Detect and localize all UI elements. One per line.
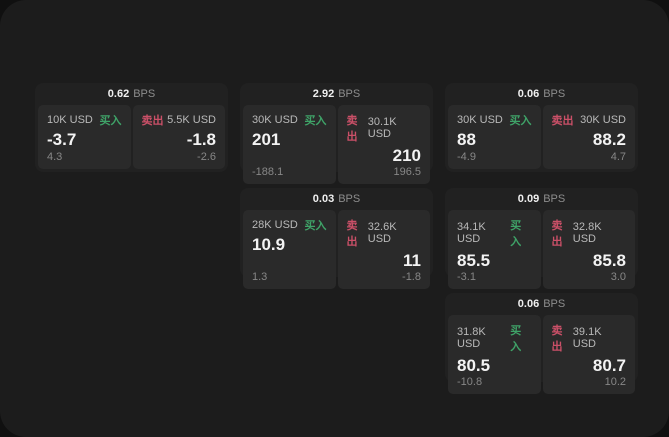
buy-size: 10K USD xyxy=(47,114,93,126)
bps-value: 2.92 xyxy=(312,88,335,100)
sell-delta: -2.6 xyxy=(197,151,216,163)
buy-quote-tile[interactable]: 31.8K USD 买入 80.5 -10.8 xyxy=(448,315,541,394)
card-header: 0.09 BPS xyxy=(445,188,638,210)
buy-delta: -10.8 xyxy=(457,375,483,388)
bps-unit-label: BPS xyxy=(338,193,361,205)
bps-card: 0.09 BPS 34.1K USD 买入 85.5 -3.1 卖出 32.8K… xyxy=(445,188,638,289)
buy-delta: -188.1 xyxy=(252,165,284,178)
bps-value: 0.03 xyxy=(312,193,335,205)
sell-price: 85.8 xyxy=(592,251,626,270)
sell-delta: 3.0 xyxy=(610,270,626,283)
sell-quote-tile[interactable]: 卖出 30.1K USD 210 196.5 xyxy=(337,105,430,184)
sell-delta: 4.7 xyxy=(610,151,626,163)
sell-tag: 卖出 xyxy=(346,115,358,143)
sell-quote-tile[interactable]: 卖出 32.8K USD 85.8 3.0 xyxy=(542,210,635,289)
buy-quote-tile[interactable]: 34.1K USD 买入 85.5 -3.1 xyxy=(448,210,541,289)
card-header: 2.92 BPS xyxy=(240,83,433,105)
buy-tag: 买入 xyxy=(99,115,122,127)
sell-quote-tile[interactable]: 卖出 32.6K USD 11 -1.8 xyxy=(337,210,430,289)
bps-card: 0.06 BPS 31.8K USD 买入 80.5 -10.8 卖出 39.1… xyxy=(445,293,638,394)
sell-tag: 卖出 xyxy=(551,220,563,248)
sell-size: 30K USD xyxy=(580,114,626,126)
sell-price: 88.2 xyxy=(592,130,626,149)
buy-quote-tile[interactable]: 28K USD 买入 10.9 1.3 xyxy=(243,210,336,289)
buy-size: 30K USD xyxy=(457,114,503,126)
sell-size: 39.1K USD xyxy=(572,326,602,350)
buy-size: 31.8K USD xyxy=(457,326,486,350)
buy-delta: -3.1 xyxy=(457,270,476,283)
buy-size: 30K USD xyxy=(252,114,298,126)
buy-tag: 买入 xyxy=(510,220,522,248)
buy-quote-tile[interactable]: 10K USD 买入 -3.7 4.3 xyxy=(38,105,131,169)
sell-size: 32.6K USD xyxy=(367,221,397,245)
card-header: 0.06 BPS xyxy=(445,83,638,105)
buy-price: 85.5 xyxy=(457,251,491,270)
bps-card: 0.03 BPS 28K USD 买入 10.9 1.3 卖出 32.6K US… xyxy=(240,188,433,289)
card-header: 0.03 BPS xyxy=(240,188,433,210)
bps-card: 0.06 BPS 30K USD 买入 88 -4.9 卖出 30K USD 8… xyxy=(445,83,638,172)
sell-tag: 卖出 xyxy=(141,115,164,127)
buy-quote-tile[interactable]: 30K USD 买入 88 -4.9 xyxy=(448,105,541,169)
sell-size: 30.1K USD xyxy=(367,116,397,140)
buy-delta: 4.3 xyxy=(47,151,63,163)
buy-price: 201 xyxy=(252,130,281,149)
sell-tag: 卖出 xyxy=(346,220,358,248)
sell-quote-tile[interactable]: 卖出 39.1K USD 80.7 10.2 xyxy=(542,315,635,394)
buy-delta: -4.9 xyxy=(457,151,476,163)
sell-delta: -1.8 xyxy=(402,270,421,283)
buy-price: 88 xyxy=(457,130,476,149)
buy-tag: 买入 xyxy=(510,325,522,353)
card-body: 30K USD 买入 88 -4.9 卖出 30K USD 88.2 4.7 xyxy=(445,105,638,172)
sell-price: 210 xyxy=(392,146,421,165)
card-header: 0.62 BPS xyxy=(35,83,228,105)
bps-unit-label: BPS xyxy=(133,88,156,100)
buy-tag: 买入 xyxy=(304,115,327,127)
sell-quote-tile[interactable]: 卖出 5.5K USD -1.8 -2.6 xyxy=(132,105,225,169)
sell-size: 32.8K USD xyxy=(572,221,602,245)
bps-card: 0.62 BPS 10K USD 买入 -3.7 4.3 卖出 5.5K USD… xyxy=(35,83,228,172)
bps-value: 0.06 xyxy=(517,88,540,100)
bps-card: 2.92 BPS 30K USD 买入 201 -188.1 卖出 30.1K … xyxy=(240,83,433,184)
sell-price: 80.7 xyxy=(592,356,626,375)
sell-delta: 10.2 xyxy=(604,375,626,388)
sell-quote-tile[interactable]: 卖出 30K USD 88.2 4.7 xyxy=(542,105,635,169)
sell-price: -1.8 xyxy=(186,130,216,149)
bps-value: 0.06 xyxy=(517,298,540,310)
card-body: 31.8K USD 买入 80.5 -10.8 卖出 39.1K USD 80.… xyxy=(445,315,638,397)
buy-price: 10.9 xyxy=(252,235,286,254)
bps-value: 0.09 xyxy=(517,193,540,205)
buy-delta: 1.3 xyxy=(252,270,268,283)
sell-price: 11 xyxy=(403,251,421,270)
buy-size: 34.1K USD xyxy=(457,221,486,245)
sell-tag: 卖出 xyxy=(551,115,574,127)
bps-unit-label: BPS xyxy=(543,193,566,205)
bps-unit-label: BPS xyxy=(543,298,566,310)
bps-unit-label: BPS xyxy=(543,88,566,100)
sell-delta: 196.5 xyxy=(393,165,421,178)
card-body: 30K USD 买入 201 -188.1 卖出 30.1K USD 210 1… xyxy=(240,105,433,187)
buy-price: -3.7 xyxy=(47,130,77,149)
card-body: 34.1K USD 买入 85.5 -3.1 卖出 32.8K USD 85.8… xyxy=(445,210,638,292)
sell-tag: 卖出 xyxy=(551,325,563,353)
card-header: 0.06 BPS xyxy=(445,293,638,315)
buy-tag: 买入 xyxy=(304,220,327,232)
buy-tag: 买入 xyxy=(509,115,532,127)
bps-unit-label: BPS xyxy=(338,88,361,100)
buy-size: 28K USD xyxy=(252,219,298,231)
buy-quote-tile[interactable]: 30K USD 买入 201 -188.1 xyxy=(243,105,336,184)
buy-price: 80.5 xyxy=(457,356,491,375)
card-body: 10K USD 买入 -3.7 4.3 卖出 5.5K USD -1.8 -2.… xyxy=(35,105,228,172)
sell-size: 5.5K USD xyxy=(167,114,216,126)
card-body: 28K USD 买入 10.9 1.3 卖出 32.6K USD 11 -1.8 xyxy=(240,210,433,292)
bps-value: 0.62 xyxy=(107,88,130,100)
